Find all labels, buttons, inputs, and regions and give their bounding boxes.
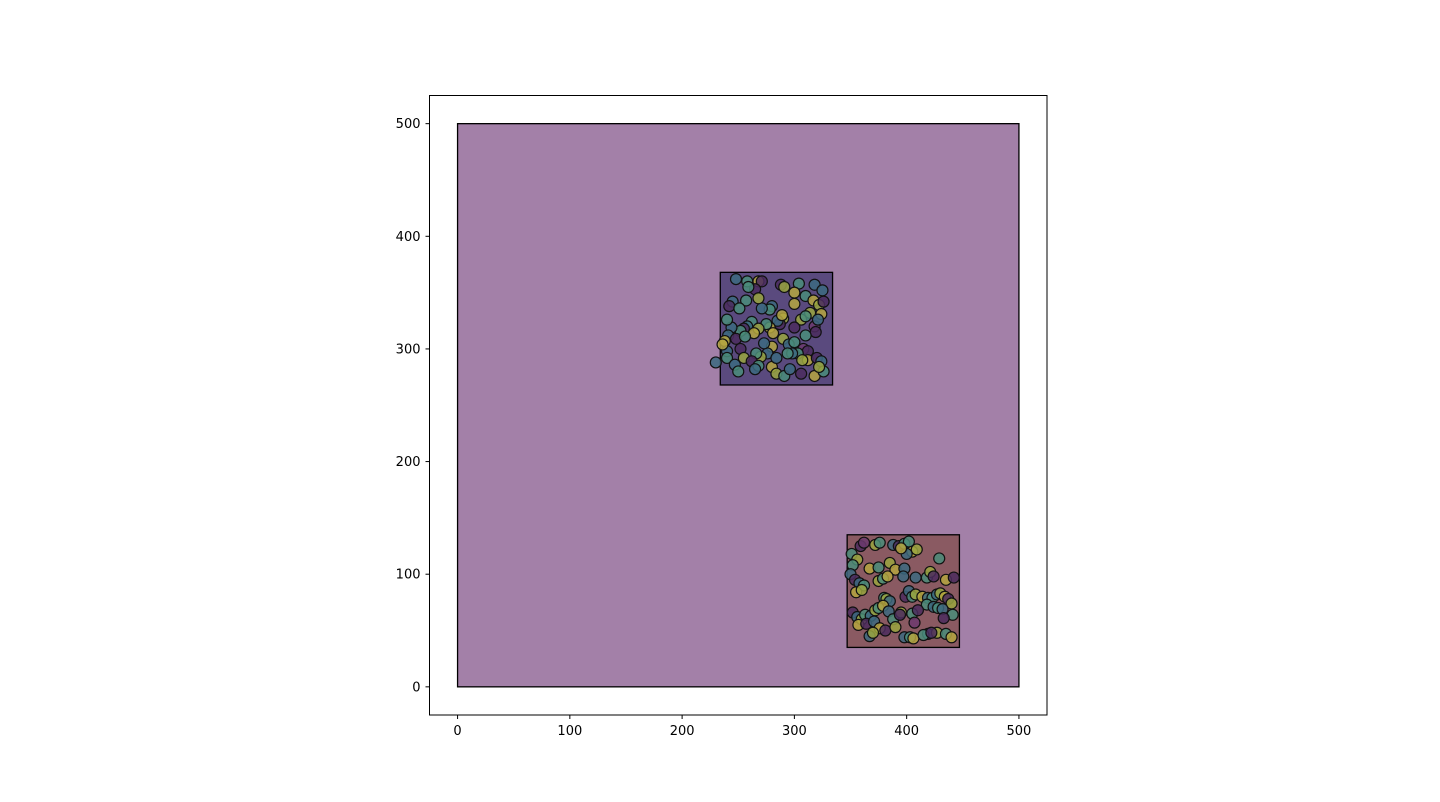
data-point — [778, 280, 791, 294]
data-point — [783, 363, 796, 376]
data-point — [733, 302, 746, 315]
data-point — [775, 309, 789, 322]
data-point — [855, 583, 868, 597]
data-point — [796, 354, 809, 367]
data-point — [738, 330, 752, 343]
data-point — [857, 536, 871, 549]
data-point — [927, 570, 940, 583]
data-point — [881, 570, 894, 583]
data-point — [889, 621, 902, 634]
x-axis: 0 100 200 300 400 500 — [453, 715, 1031, 739]
y-tick-label: 200 — [396, 455, 421, 470]
points — [709, 272, 960, 645]
data-point — [752, 292, 765, 305]
data-point — [755, 302, 768, 315]
data-point — [909, 571, 922, 584]
data-point — [817, 295, 830, 308]
x-tick-label: 100 — [557, 724, 582, 739]
data-point — [770, 351, 783, 365]
data-point — [910, 543, 923, 556]
data-point — [907, 632, 920, 645]
y-tick-label: 0 — [412, 680, 420, 695]
data-point — [809, 325, 822, 339]
data-point — [788, 297, 801, 310]
data-point — [873, 536, 886, 549]
data-point — [812, 360, 826, 374]
y-tick-label: 400 — [396, 230, 421, 245]
data-point — [897, 570, 910, 583]
y-tick-label: 300 — [396, 342, 421, 357]
data-point — [729, 272, 743, 286]
data-point — [811, 313, 825, 326]
data-point — [866, 626, 880, 639]
data-point — [788, 321, 801, 334]
y-tick-label: 500 — [396, 117, 421, 132]
data-point — [720, 313, 734, 326]
data-point — [766, 327, 780, 340]
y-tick-label: 100 — [396, 568, 421, 583]
data-point — [799, 310, 812, 323]
data-point — [925, 626, 938, 639]
data-point — [799, 329, 812, 342]
data-point — [945, 631, 958, 644]
data-point — [788, 286, 801, 299]
data-point — [716, 338, 729, 351]
data-point — [947, 571, 960, 584]
data-point — [720, 351, 734, 365]
data-point — [893, 608, 907, 621]
data-point — [872, 561, 885, 574]
data-point — [748, 363, 762, 376]
data-point — [788, 336, 801, 349]
data-point — [911, 604, 924, 617]
data-point — [742, 280, 755, 294]
y-axis: 0 100 200 300 400 500 — [396, 117, 430, 695]
data-point — [781, 347, 794, 360]
data-point — [894, 542, 908, 555]
x-tick-label: 400 — [894, 724, 919, 739]
data-point — [757, 337, 771, 350]
data-point — [879, 624, 892, 637]
data-point — [933, 552, 946, 565]
data-point — [937, 612, 950, 625]
data-point — [755, 275, 768, 288]
x-tick-label: 300 — [782, 724, 807, 739]
data-point — [816, 284, 829, 297]
data-point — [908, 616, 921, 629]
data-point — [795, 367, 808, 380]
data-point — [723, 300, 736, 313]
data-point — [740, 294, 753, 307]
x-tick-label: 0 — [453, 724, 461, 739]
x-tick-label: 500 — [1007, 724, 1032, 739]
data-point — [732, 365, 745, 378]
data-point — [709, 356, 722, 369]
x-tick-label: 200 — [670, 724, 695, 739]
